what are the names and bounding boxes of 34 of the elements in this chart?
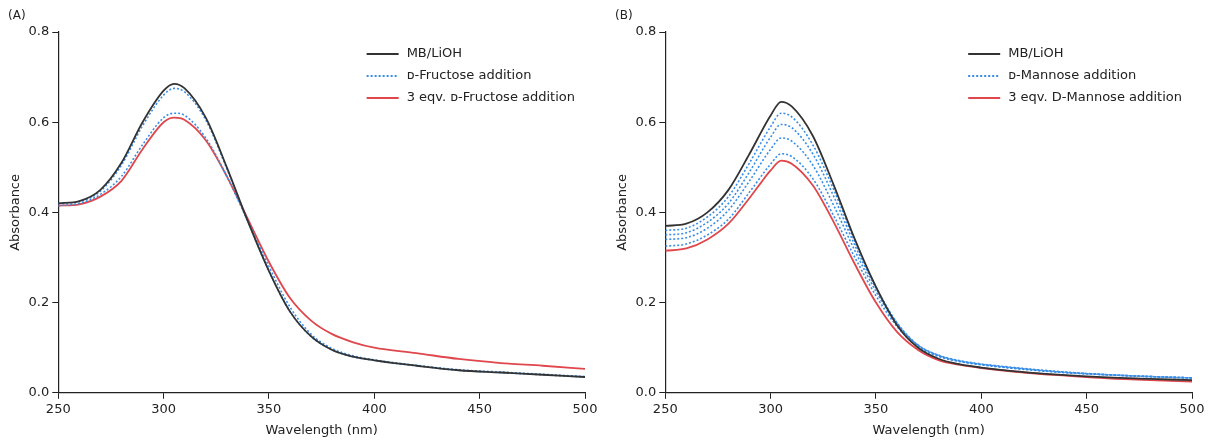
x-tick-label: 450: [467, 400, 493, 416]
y-tick-label: 0.0: [635, 384, 657, 400]
chart-title: (A): [8, 8, 26, 23]
x-tick-label: 450: [1074, 400, 1100, 416]
y-tick-label: 0.0: [28, 384, 50, 400]
x-tick-label: 500: [1179, 400, 1205, 416]
y-tick-label: 0.2: [635, 293, 657, 309]
y-axis-title: Absorbance: [7, 173, 23, 251]
y-tick-label: 0.6: [28, 113, 50, 129]
y-tick-label: 0.8: [28, 23, 50, 39]
x-tick-label: 350: [863, 400, 889, 416]
x-tick-label: 400: [361, 400, 387, 416]
x-tick-label: 250: [652, 400, 678, 416]
y-tick-label: 0.2: [28, 293, 50, 309]
y-axis-title: Absorbance: [614, 173, 630, 251]
y-tick-label: 0.6: [635, 113, 657, 129]
y-tick-label: 0.4: [28, 203, 50, 219]
y-tick-label: 0.4: [635, 203, 657, 219]
legend-label: MB/LiOH: [1008, 45, 1064, 61]
x-tick-label: 400: [968, 400, 994, 416]
x-tick-label: 300: [151, 400, 177, 416]
x-tick-label: 250: [45, 400, 71, 416]
chart-title: (B): [615, 8, 633, 23]
y-tick-label: 0.8: [635, 23, 657, 39]
x-axis-title: Wavelength (nm): [265, 421, 378, 437]
x-tick-label: 300: [758, 400, 784, 416]
legend-label: MB/LiOH: [406, 45, 463, 61]
x-tick-label: 500: [572, 400, 598, 416]
x-axis-title: Wavelength (nm): [872, 421, 985, 437]
x-tick-label: 350: [256, 400, 282, 416]
legend-label: 3 eqv. D-Mannose addition: [1008, 89, 1183, 105]
legend-label: 3 eqv. ᴅ-Fructose addition: [406, 89, 575, 105]
legend-label: ᴅ-Fructose addition: [406, 67, 532, 83]
legend-label: ᴅ-Mannose addition: [1008, 67, 1137, 83]
